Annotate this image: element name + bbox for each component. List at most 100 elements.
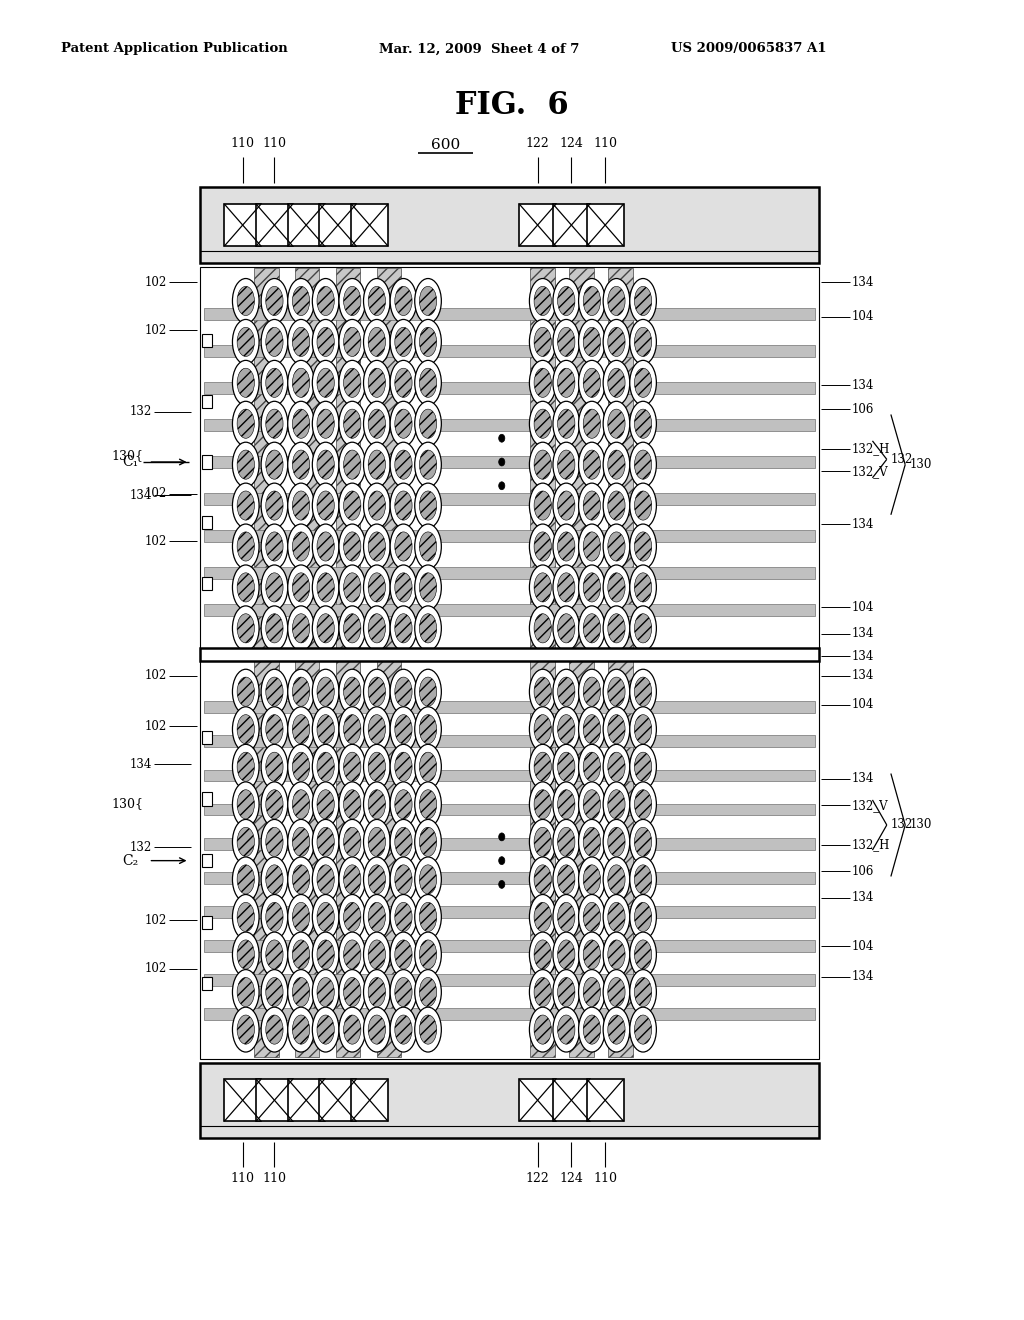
Bar xyxy=(204,457,815,469)
Text: 102: 102 xyxy=(144,487,167,500)
Ellipse shape xyxy=(339,442,366,487)
Ellipse shape xyxy=(312,606,339,651)
Bar xyxy=(254,268,279,1057)
Bar xyxy=(202,854,212,867)
Ellipse shape xyxy=(369,714,385,743)
Ellipse shape xyxy=(238,532,254,561)
Ellipse shape xyxy=(293,368,309,397)
Ellipse shape xyxy=(266,752,283,781)
Ellipse shape xyxy=(293,865,309,894)
Ellipse shape xyxy=(630,932,656,977)
Ellipse shape xyxy=(395,1015,412,1044)
Ellipse shape xyxy=(415,857,441,902)
Ellipse shape xyxy=(317,752,334,781)
Bar xyxy=(319,1080,356,1121)
Ellipse shape xyxy=(535,1015,551,1044)
Ellipse shape xyxy=(238,752,254,781)
Ellipse shape xyxy=(635,327,651,356)
Text: 134: 134 xyxy=(852,379,874,392)
Ellipse shape xyxy=(238,409,254,438)
Ellipse shape xyxy=(390,820,417,865)
Ellipse shape xyxy=(238,828,254,857)
Ellipse shape xyxy=(317,491,334,520)
Ellipse shape xyxy=(390,319,417,364)
Bar xyxy=(224,1080,261,1121)
Ellipse shape xyxy=(608,450,625,479)
Ellipse shape xyxy=(420,978,436,1007)
Ellipse shape xyxy=(535,614,551,643)
Ellipse shape xyxy=(261,565,288,610)
Ellipse shape xyxy=(603,565,630,610)
Ellipse shape xyxy=(558,491,574,520)
Ellipse shape xyxy=(529,744,556,789)
Ellipse shape xyxy=(630,781,656,826)
Bar xyxy=(204,529,815,541)
Ellipse shape xyxy=(364,442,390,487)
Ellipse shape xyxy=(317,409,334,438)
Ellipse shape xyxy=(288,279,314,323)
Ellipse shape xyxy=(395,789,412,818)
Ellipse shape xyxy=(232,401,259,446)
Ellipse shape xyxy=(293,614,309,643)
Ellipse shape xyxy=(344,940,360,969)
Ellipse shape xyxy=(535,532,551,561)
Ellipse shape xyxy=(535,828,551,857)
Ellipse shape xyxy=(232,706,259,751)
Ellipse shape xyxy=(344,286,360,315)
Text: 106: 106 xyxy=(852,403,874,416)
Ellipse shape xyxy=(499,880,505,888)
Text: 130{: 130{ xyxy=(112,449,143,462)
Text: 600: 600 xyxy=(431,139,460,152)
Ellipse shape xyxy=(529,857,556,902)
Ellipse shape xyxy=(635,1015,651,1044)
Ellipse shape xyxy=(390,483,417,528)
Ellipse shape xyxy=(558,286,574,315)
Ellipse shape xyxy=(238,865,254,894)
Text: 132_H: 132_H xyxy=(852,838,890,851)
Ellipse shape xyxy=(579,565,605,610)
Ellipse shape xyxy=(293,532,309,561)
Ellipse shape xyxy=(364,1007,390,1052)
Ellipse shape xyxy=(395,865,412,894)
Bar xyxy=(202,792,212,805)
Ellipse shape xyxy=(261,781,288,826)
Ellipse shape xyxy=(390,857,417,902)
Ellipse shape xyxy=(395,450,412,479)
Bar xyxy=(336,268,360,1057)
Ellipse shape xyxy=(261,1007,288,1052)
Ellipse shape xyxy=(232,970,259,1015)
Ellipse shape xyxy=(608,532,625,561)
Ellipse shape xyxy=(344,1015,360,1044)
Ellipse shape xyxy=(584,903,600,932)
Ellipse shape xyxy=(420,409,436,438)
Ellipse shape xyxy=(266,491,283,520)
Ellipse shape xyxy=(415,1007,441,1052)
Ellipse shape xyxy=(312,279,339,323)
Ellipse shape xyxy=(266,327,283,356)
Ellipse shape xyxy=(603,781,630,826)
Bar xyxy=(256,1080,293,1121)
Ellipse shape xyxy=(415,606,441,651)
Bar xyxy=(553,205,590,246)
Ellipse shape xyxy=(499,482,505,490)
Ellipse shape xyxy=(535,714,551,743)
Ellipse shape xyxy=(420,491,436,520)
Ellipse shape xyxy=(364,524,390,569)
Ellipse shape xyxy=(364,895,390,940)
Ellipse shape xyxy=(584,614,600,643)
Ellipse shape xyxy=(635,491,651,520)
Ellipse shape xyxy=(529,932,556,977)
Ellipse shape xyxy=(603,319,630,364)
Ellipse shape xyxy=(630,1007,656,1052)
Ellipse shape xyxy=(584,677,600,706)
Text: Mar. 12, 2009  Sheet 4 of 7: Mar. 12, 2009 Sheet 4 of 7 xyxy=(379,42,580,55)
Ellipse shape xyxy=(339,932,366,977)
Ellipse shape xyxy=(395,940,412,969)
Ellipse shape xyxy=(364,781,390,826)
Ellipse shape xyxy=(288,606,314,651)
Ellipse shape xyxy=(635,903,651,932)
Ellipse shape xyxy=(553,360,580,405)
Ellipse shape xyxy=(238,368,254,397)
Ellipse shape xyxy=(630,565,656,610)
Bar xyxy=(377,268,401,1057)
